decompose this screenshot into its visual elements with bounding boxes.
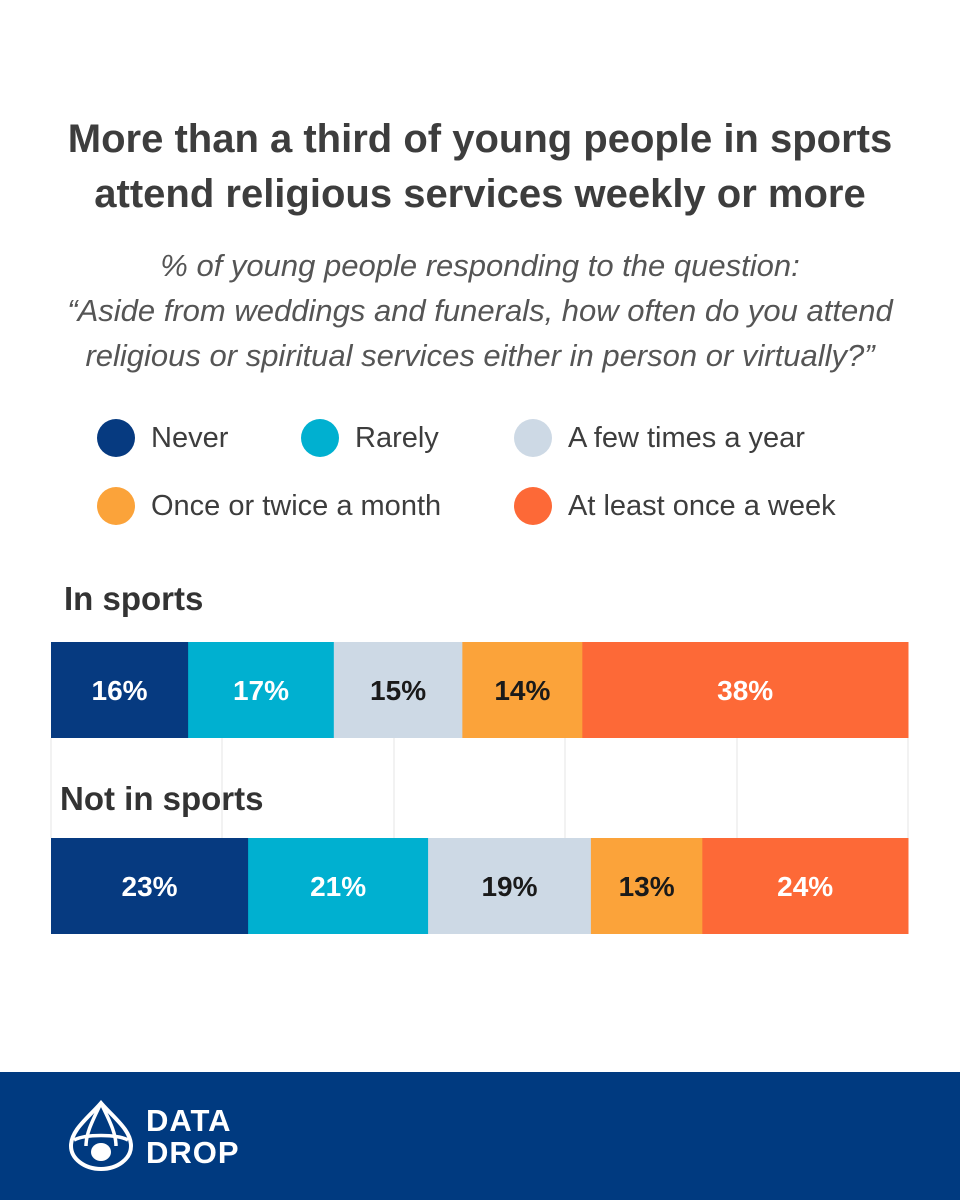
- legend-label-weekly: At least once a week: [568, 489, 836, 522]
- subtitle-line-2: “Aside from weddings and funerals, how o…: [67, 293, 893, 328]
- water-drop-logo-icon: [68, 1100, 134, 1171]
- data-label-in-sports-1: 17%: [233, 675, 289, 706]
- legend-label-few-times-year: A few times a year: [568, 421, 805, 454]
- bar-segment-not-in-sports-4: [702, 838, 909, 934]
- data-label-in-sports-2: 15%: [370, 675, 426, 706]
- legend-swatch-few-times-year: [514, 419, 552, 457]
- data-label-not-in-sports-2: 19%: [481, 871, 537, 902]
- footer-banner: DATA DROP: [0, 1072, 960, 1200]
- legend-label-rarely: Rarely: [355, 421, 439, 454]
- legend-label-monthly: Once or twice a month: [151, 489, 442, 522]
- bar-segment-not-in-sports-0: [51, 838, 249, 934]
- legend-label-never: Never: [151, 421, 229, 454]
- logo-line-2: DROP: [146, 1135, 240, 1170]
- bar-segment-in-sports-2: [333, 642, 463, 738]
- legend-swatch-rarely: [301, 419, 339, 457]
- data-label-not-in-sports-4: 24%: [777, 871, 833, 902]
- legend-item-never: Never: [97, 418, 228, 458]
- bar-segment-in-sports-0: [51, 642, 189, 738]
- title-line-2: attend religious services weekly or more: [94, 172, 866, 216]
- bar-segment-in-sports-4: [582, 642, 909, 738]
- logo-line-1: DATA: [146, 1103, 232, 1138]
- data-label-in-sports-4: 38%: [717, 675, 773, 706]
- subtitle-line-3: religious or spiritual services either i…: [85, 338, 875, 373]
- data-label-not-in-sports-0: 23%: [122, 871, 178, 902]
- legend-swatch-monthly: [97, 487, 135, 525]
- data-label-not-in-sports-1: 21%: [310, 871, 366, 902]
- logo-wordmark: DATA DROP: [146, 1105, 240, 1169]
- legend-item-rarely: Rarely: [301, 418, 439, 458]
- data-label-not-in-sports-3: 13%: [619, 871, 675, 902]
- data-label-in-sports-3: 14%: [494, 675, 550, 706]
- subtitle-line-1: % of young people responding to the ques…: [160, 248, 800, 283]
- legend-swatch-weekly: [514, 487, 552, 525]
- bar-segment-not-in-sports-3: [590, 838, 703, 934]
- stacked-bar-chart: 16% 17% 15% 14% 38% 23% 21% 19% 13% 24%: [50, 642, 909, 934]
- data-label-in-sports-0: 16%: [92, 675, 148, 706]
- title-line-1: More than a third of young people in spo…: [67, 117, 893, 161]
- chart-subtitle: % of young people responding to the ques…: [20, 243, 940, 378]
- legend-item-few-times-year: A few times a year: [514, 418, 805, 458]
- chart-title: More than a third of young people in spo…: [30, 112, 930, 222]
- bar-segment-in-sports-3: [462, 642, 583, 738]
- legend-item-weekly: At least once a week: [514, 486, 836, 526]
- group-label-not-in-sports: Not in sports: [60, 780, 264, 817]
- group-label-in-sports: In sports: [64, 580, 204, 617]
- bar-segment-in-sports-1: [188, 642, 335, 738]
- bar-segment-not-in-sports-1: [248, 838, 429, 934]
- legend-swatch-never: [97, 419, 135, 457]
- legend-item-monthly: Once or twice a month: [97, 486, 441, 526]
- bar-segment-not-in-sports-2: [428, 838, 592, 934]
